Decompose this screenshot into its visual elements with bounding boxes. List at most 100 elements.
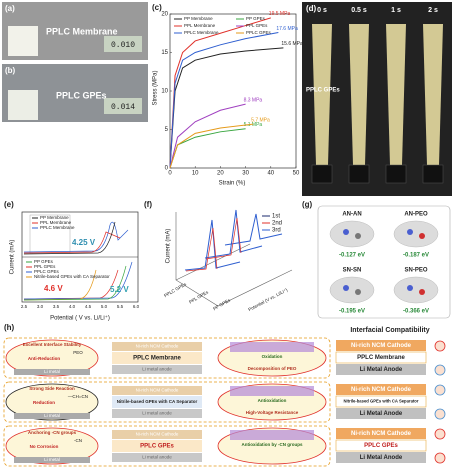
binding-energy: -0.187 eV — [403, 253, 429, 259]
x-tick-label: 5.5 — [117, 304, 124, 309]
voltage-label: 4.6 V — [44, 284, 63, 293]
category-label: PP GPEs — [212, 297, 232, 311]
x-axis-label: Potential (V vs. Li/Li⁺) — [247, 287, 288, 312]
bubble-extra: -CN — [74, 438, 82, 443]
x-tick-label: 5.0 — [101, 304, 108, 309]
curve — [23, 265, 127, 301]
data-label: 5.7 MPa — [251, 117, 270, 123]
atom — [419, 289, 425, 295]
li-label: Li metal — [44, 413, 60, 418]
data-label: 19.5 MPa — [269, 11, 291, 17]
x-tick-label: 10 — [192, 171, 199, 177]
x-tick-label: 6.0 — [133, 304, 140, 309]
stack-label: PPLC GPEs — [364, 443, 398, 449]
left-bubble — [5, 427, 99, 465]
electrolyte-label: PPLC Membrane — [133, 356, 181, 362]
x-tick-label: 4.0 — [69, 304, 76, 309]
group: 0 s 0.5 s 1 s 2 s — [311, 7, 444, 184]
x-tick-label: 0 — [168, 171, 172, 177]
legend-entry: PPL GPEs — [34, 264, 56, 269]
category-label: PPLC GPEs — [163, 281, 188, 298]
left-bubble — [5, 339, 99, 377]
stack-label: Li Metal Anode — [360, 455, 403, 461]
legend-entry: 1st — [272, 214, 280, 220]
atom — [407, 285, 413, 291]
data-label: 8.3 MPa — [244, 97, 263, 103]
face-icon — [434, 364, 446, 376]
voltage-label: 4.25 V — [72, 238, 96, 247]
electrolyte-label: PPLC GPEs — [140, 444, 174, 450]
stack-layer — [336, 364, 426, 375]
x-tick-label: 50 — [293, 171, 300, 177]
li-label: Li metal — [44, 457, 60, 462]
clip — [385, 164, 407, 184]
x-tick-label: 3.0 — [37, 304, 44, 309]
cathode-particles — [230, 342, 314, 352]
binding-energy: -0.195 eV — [339, 309, 365, 315]
atom — [419, 233, 425, 239]
electrolyte-label: Nitrile-based GPEs with CA Separator — [117, 399, 198, 404]
group: 0 10 20 30 40 50 0 5 10 15 20 15.6 MPa PP Membrane 19… — [161, 11, 303, 176]
y-tick-label: 20 — [161, 12, 168, 18]
x-tick-label: 20 — [217, 171, 224, 177]
anode — [112, 409, 202, 418]
photo-text: PPLC GPEs — [306, 88, 340, 94]
li-bar — [14, 457, 90, 463]
legend-entry: PPL GPEs — [246, 23, 268, 28]
legend-entry: PP Membrane — [40, 215, 69, 220]
left-bubble — [5, 383, 99, 421]
category-label: PPL GPEs — [188, 289, 210, 304]
series-line — [169, 47, 284, 169]
face-icon — [434, 384, 446, 396]
series-line — [169, 123, 254, 169]
data-label: 5.1 MPa — [244, 122, 263, 128]
legend-entry: PP GPEs — [246, 16, 266, 21]
panel-label: (a) — [5, 4, 15, 13]
bubble-title: Antioxidation by -CN groups — [242, 442, 303, 447]
cathode-label: Ni-rich NCM Cathode — [136, 388, 179, 393]
clip — [311, 164, 333, 184]
atom — [355, 233, 361, 239]
complex-name: SN-PEO — [404, 268, 427, 274]
stack-label: Li Metal Anode — [360, 367, 403, 373]
y-tick-label: 10 — [161, 89, 168, 95]
stack-layer — [336, 408, 426, 419]
cathode-particles — [230, 386, 314, 396]
li-label: Li metal — [44, 369, 60, 374]
reading: 0.014 — [111, 103, 135, 112]
binding-energy: -0.366 eV — [403, 309, 429, 315]
section-title: Interfacial Compatibility — [350, 327, 429, 334]
stack-layer — [336, 384, 426, 395]
stack-layer — [336, 452, 426, 463]
legend-entry: PPLC Membrane — [184, 30, 219, 35]
bubble-action: No Corrosion — [30, 444, 59, 449]
molecule — [393, 276, 439, 304]
bubble-title: Excellent Interface Stability — [23, 342, 82, 347]
face-icon — [434, 452, 446, 464]
bubble-note: Decomposition of PEO — [248, 366, 297, 371]
complex-name: SN-SN — [343, 268, 362, 274]
panel-label: (c) — [152, 3, 162, 12]
data-label: 17.6 MPa — [276, 26, 298, 32]
x-tick-label: 30 — [242, 171, 249, 177]
row-frame — [3, 337, 331, 379]
cathode — [112, 430, 202, 439]
y-axis-label: Stress (MPa) — [153, 70, 159, 105]
stack-label: Ni-rich NCM Cathode — [351, 387, 412, 393]
anode-label: Li metal anode — [142, 411, 172, 416]
cathode-label: Ni-rich NCM Cathode — [136, 344, 179, 349]
molecule — [393, 220, 439, 248]
sample — [8, 26, 38, 56]
panel-label: (b) — [5, 66, 16, 75]
series-line — [169, 103, 246, 169]
axes-3d — [175, 212, 293, 307]
bubble-title: Antioxidation — [258, 398, 287, 403]
stack-layer — [335, 395, 427, 408]
panel-label: (h) — [4, 323, 15, 332]
x-tick-label: 3.5 — [53, 304, 60, 309]
curve — [23, 261, 133, 300]
photo-text: PPLC Membrane — [46, 26, 118, 36]
axes-frame — [169, 13, 297, 169]
stack-label: PPLC Membrane — [357, 355, 405, 361]
